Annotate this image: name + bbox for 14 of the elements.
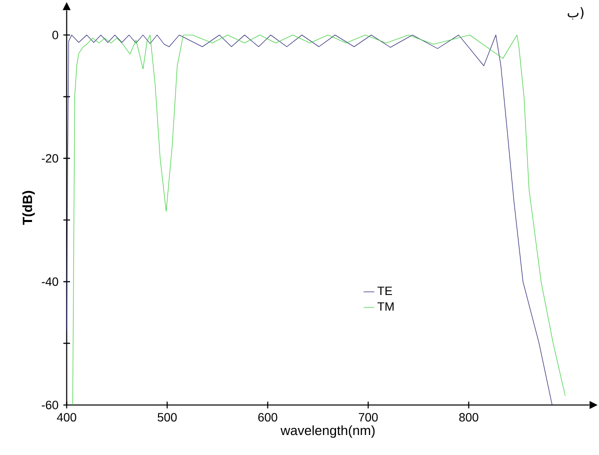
x-tick-label: 800 [459, 413, 478, 422]
y-tick-label: -40 [42, 277, 58, 286]
y-tick-label: 0 [52, 30, 58, 40]
legend-label: TE [377, 286, 392, 295]
legend-label: TM [377, 302, 394, 311]
y-axis-title: T(dB) [22, 190, 35, 225]
x-tick-label: 600 [258, 413, 278, 422]
y-tick-label: -20 [42, 154, 58, 163]
x-tick-label: 500 [158, 413, 177, 422]
annotation: ب) [568, 7, 584, 20]
x-tick-label: 400 [56, 413, 76, 422]
x-axis-title: wavelength(nm) [280, 425, 375, 438]
y-tick-label: -60 [42, 400, 58, 410]
x-tick-label: 700 [358, 413, 378, 422]
